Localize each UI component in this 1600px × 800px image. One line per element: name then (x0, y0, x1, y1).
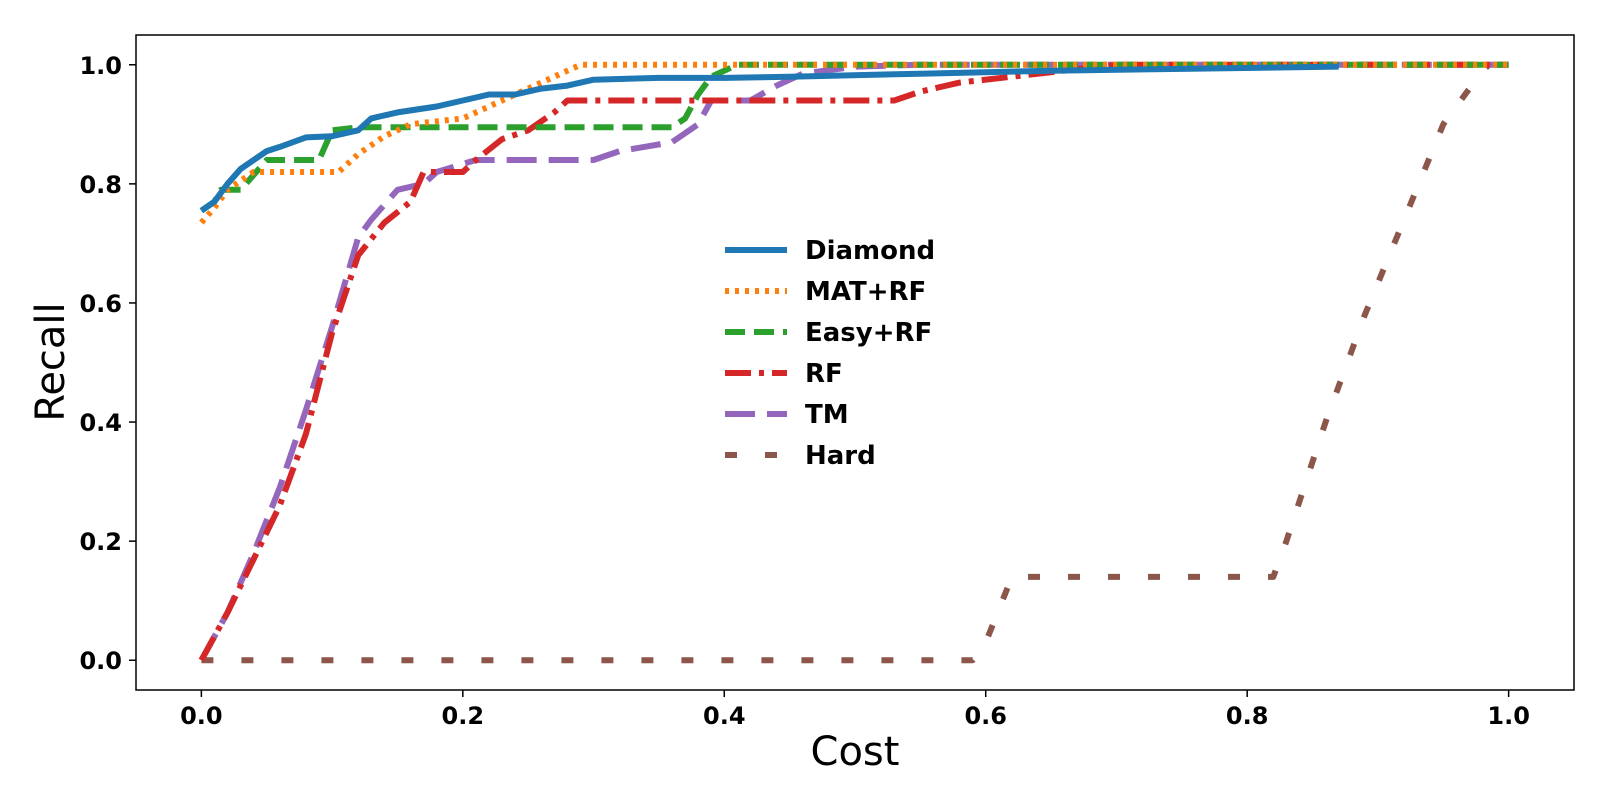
legend-label: TM (805, 400, 849, 430)
legend-label: RF (805, 359, 843, 389)
series-line-rf (198, 61, 1509, 662)
y-tick-label: 0.4 (79, 409, 122, 437)
x-tick-label: 0.6 (964, 702, 1007, 730)
y-tick-label: 0.8 (79, 171, 122, 199)
axis-ticks (129, 64, 1510, 697)
x-axis-label: Cost (811, 729, 900, 775)
series-line-easy-rf (199, 61, 1509, 214)
series-line-mat-rf (199, 61, 1509, 225)
y-axis-label: Recall (28, 302, 74, 421)
plot-frame (135, 34, 1575, 691)
legend-label: Hard (805, 441, 876, 471)
y-tick-labels: 0.0 0.2 0.4 0.6 0.8 1.0 (79, 52, 122, 675)
y-tick-label: 0.6 (79, 290, 122, 318)
y-tick-label: 0.0 (79, 647, 122, 675)
y-tick-label: 1.0 (79, 52, 122, 80)
series-lines (198, 61, 1509, 664)
x-tick-label: 1.0 (1487, 702, 1530, 730)
x-tick-label: 0.0 (180, 702, 223, 730)
x-tick-label: 0.4 (703, 702, 746, 730)
x-tick-labels: 0.0 0.2 0.4 0.6 0.8 1.0 (180, 702, 1530, 730)
legend-label: Diamond (805, 236, 935, 266)
series-line-diamond (199, 63, 1339, 214)
legend-label: Easy+RF (805, 318, 932, 348)
x-tick-label: 0.8 (1226, 702, 1269, 730)
y-tick-label: 0.2 (79, 528, 122, 556)
legend-label: MAT+RF (805, 277, 926, 307)
series-line-hard (201, 62, 1492, 664)
x-tick-label: 0.2 (442, 702, 485, 730)
legend: Diamond MAT+RF Easy+RF RF TM Hard (725, 236, 935, 471)
series-line-tm (198, 61, 1509, 662)
